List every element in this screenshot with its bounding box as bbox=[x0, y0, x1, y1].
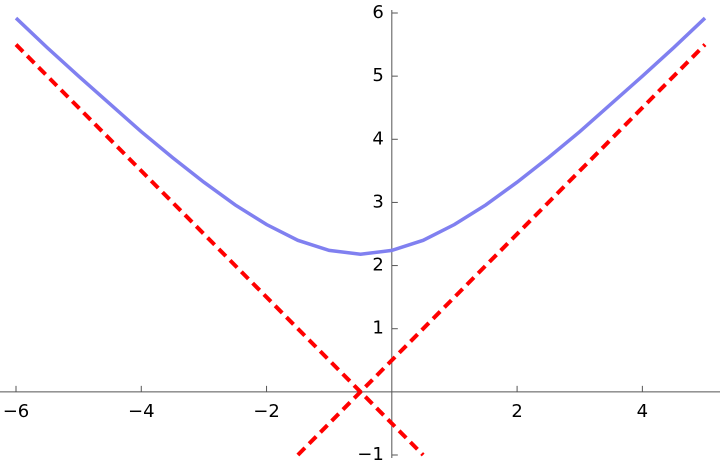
y-tick-label: 2 bbox=[372, 255, 383, 276]
x-tick-label: −4 bbox=[128, 401, 155, 422]
curve bbox=[296, 43, 707, 457]
y-tick-label: 1 bbox=[372, 318, 383, 339]
x-tick-label: −6 bbox=[3, 401, 30, 422]
y-tick-label: 3 bbox=[372, 191, 383, 212]
x-tick-label: 2 bbox=[511, 401, 522, 422]
curve bbox=[14, 43, 425, 457]
y-tick-label: 4 bbox=[372, 128, 383, 149]
y-tick-label: 6 bbox=[372, 2, 383, 23]
y-tick-label: −1 bbox=[357, 444, 384, 465]
curve bbox=[14, 16, 707, 256]
plot-area bbox=[14, 16, 707, 457]
x-tick-label: −2 bbox=[253, 401, 280, 422]
y-tick-label: 5 bbox=[372, 65, 383, 86]
x-tick-label: 4 bbox=[637, 401, 648, 422]
